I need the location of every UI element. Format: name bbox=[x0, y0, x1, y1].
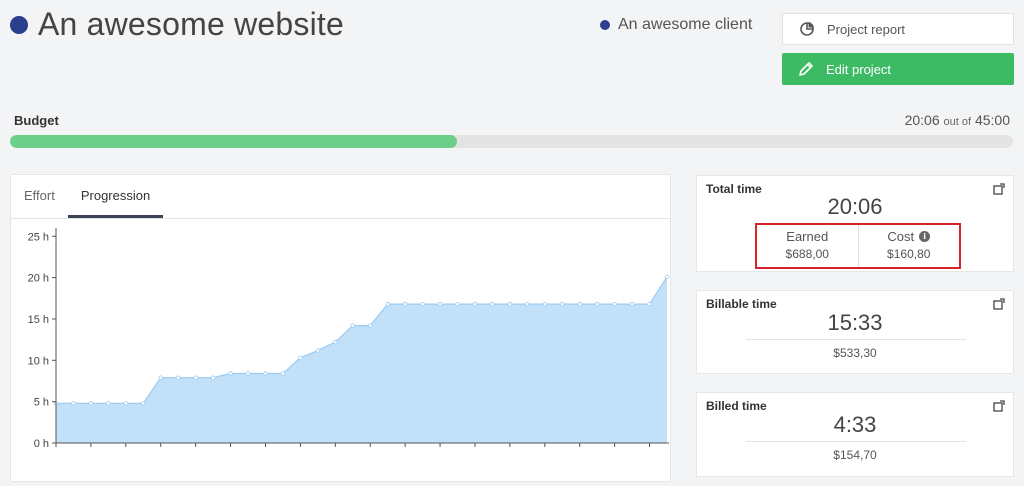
expand-icon[interactable] bbox=[993, 400, 1005, 412]
project-color-dot bbox=[10, 15, 28, 34]
chart-tabs: Effort Progression bbox=[11, 175, 670, 219]
expand-icon[interactable] bbox=[993, 183, 1005, 195]
tab-effort[interactable]: Effort bbox=[24, 188, 55, 203]
data-point bbox=[88, 401, 94, 406]
data-point bbox=[612, 301, 617, 307]
data-point bbox=[385, 301, 390, 307]
billed-amount: $154,70 bbox=[833, 448, 877, 462]
chart-card: Effort Progression 0 h 5 h 10 h 15 h 20 h 25 … bbox=[10, 174, 671, 482]
budget-total: 45:00 bbox=[974, 112, 1010, 128]
budget-spent: 20:06 bbox=[904, 112, 940, 128]
budget-summary: 20:06 out of 45:00 bbox=[905, 112, 1010, 128]
client-name[interactable]: An awesome client bbox=[600, 16, 752, 34]
data-point bbox=[141, 401, 146, 406]
data-point bbox=[333, 339, 338, 345]
data-point bbox=[420, 301, 425, 307]
y-tick-label: 15 h bbox=[28, 314, 49, 326]
data-point bbox=[507, 301, 513, 307]
client-label: An awesome client bbox=[618, 16, 753, 33]
data-point bbox=[158, 375, 163, 380]
pencil-icon bbox=[798, 61, 814, 77]
data-point bbox=[490, 301, 495, 307]
data-point bbox=[245, 371, 251, 376]
total-time-value: 20:06 bbox=[827, 194, 883, 219]
progression-area bbox=[56, 276, 667, 443]
data-point bbox=[437, 301, 443, 307]
data-point bbox=[664, 274, 670, 279]
client-color-dot bbox=[600, 20, 610, 30]
progression-line bbox=[56, 276, 668, 404]
pie-chart-icon bbox=[799, 21, 815, 37]
data-point bbox=[525, 301, 530, 307]
data-point bbox=[193, 375, 198, 380]
data-point bbox=[368, 323, 373, 328]
total-time-card: Total time 20:06 Earned $688,00 Cost i $1… bbox=[696, 175, 1014, 272]
y-tick-label: 0 h bbox=[34, 438, 49, 450]
data-point bbox=[542, 301, 547, 307]
data-point bbox=[175, 375, 181, 380]
data-point bbox=[350, 323, 355, 328]
data-point bbox=[123, 401, 128, 406]
data-point bbox=[595, 301, 600, 307]
cost-value: $160,80 bbox=[887, 247, 931, 261]
budget-label: Budget bbox=[14, 113, 59, 128]
earned-value: $688,00 bbox=[785, 247, 829, 261]
cost-label: Cost bbox=[887, 229, 915, 244]
info-icon[interactable]: i bbox=[919, 231, 931, 242]
data-point bbox=[298, 355, 303, 360]
data-point bbox=[228, 371, 233, 376]
divider bbox=[746, 441, 966, 442]
data-point bbox=[647, 301, 652, 307]
data-point bbox=[560, 301, 565, 307]
billable-time-card: Billable time 15:33 $533,30 bbox=[696, 290, 1014, 374]
y-tick-label: 10 h bbox=[28, 355, 49, 367]
data-point bbox=[315, 348, 321, 353]
divider bbox=[746, 339, 966, 340]
billable-time-title: Billable time bbox=[706, 297, 777, 311]
project-header: An awesome website bbox=[10, 6, 344, 43]
edit-project-button[interactable]: Edit project bbox=[782, 53, 1014, 85]
data-point bbox=[263, 371, 268, 376]
data-point bbox=[402, 301, 408, 307]
billed-time-value: 4:33 bbox=[833, 412, 877, 437]
data-point bbox=[629, 301, 635, 307]
earned-section: Earned $688,00 bbox=[757, 225, 858, 267]
earned-cost-box: Earned $688,00 Cost i $160,80 bbox=[755, 223, 961, 269]
budget-progress-bar bbox=[10, 135, 1013, 148]
y-tick-label: 25 h bbox=[28, 231, 49, 243]
y-tick-label: 5 h bbox=[34, 397, 49, 409]
budget-out-of: out of bbox=[943, 116, 972, 128]
data-point bbox=[577, 301, 582, 307]
data-point bbox=[210, 375, 216, 380]
tab-progression[interactable]: Progression bbox=[67, 175, 164, 218]
data-point bbox=[71, 401, 76, 406]
total-time-title: Total time bbox=[706, 182, 762, 196]
billed-time-card: Billed time 4:33 $154,70 bbox=[696, 392, 1014, 477]
budget-progress-fill bbox=[10, 135, 458, 148]
billable-time-value: 15:33 bbox=[827, 310, 883, 335]
project-report-button[interactable]: Project report bbox=[782, 13, 1014, 45]
earned-label: Earned bbox=[786, 229, 829, 244]
cost-label-row: Cost i bbox=[859, 229, 960, 244]
billed-time-title: Billed time bbox=[706, 399, 767, 413]
project-report-label: Project report bbox=[827, 21, 906, 37]
expand-icon[interactable] bbox=[993, 298, 1005, 310]
cost-section: Cost i $160,80 bbox=[857, 225, 960, 267]
billable-amount: $533,30 bbox=[833, 346, 877, 360]
y-tick-label: 20 h bbox=[28, 273, 49, 285]
page-title: An awesome website bbox=[38, 6, 344, 42]
progression-chart: 0 h 5 h 10 h 15 h 20 h 25 h bbox=[28, 228, 670, 450]
edit-project-label: Edit project bbox=[826, 61, 892, 77]
data-point bbox=[280, 371, 286, 376]
data-point bbox=[455, 301, 460, 307]
data-point bbox=[472, 301, 478, 307]
data-point bbox=[106, 401, 111, 406]
